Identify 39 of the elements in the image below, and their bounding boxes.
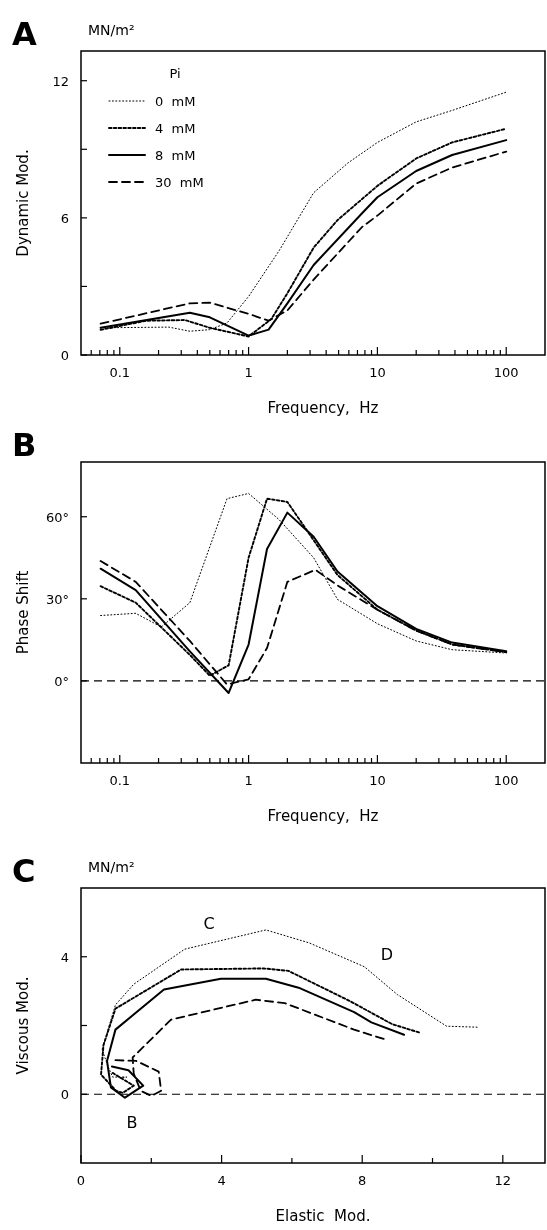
y-tick-label: 0 — [60, 1087, 69, 1103]
legend-label: 4 mM — [155, 121, 196, 136]
x-tick-label: 0 — [76, 1173, 86, 1188]
legend-label: 8 mM — [155, 148, 196, 163]
x-tick-label: 100 — [493, 773, 519, 788]
x-tick-label: 10 — [369, 365, 386, 380]
x-axis-title: Frequency, Hz — [267, 807, 379, 825]
y-tick-label: 0° — [54, 673, 69, 689]
x-tick-label: 1 — [244, 773, 253, 788]
chart-title: A — [12, 15, 37, 53]
annotation: D — [380, 945, 394, 964]
text: MN/m² — [88, 22, 135, 38]
x-tick-label: 1 — [244, 365, 253, 380]
y-tick-label: 60° — [45, 509, 69, 525]
y-axis-title: Phase Shift — [14, 570, 32, 655]
legend-label: 30 mM — [155, 175, 204, 190]
y-tick-label: 6 — [60, 210, 69, 226]
x-tick-label: 4 — [217, 1173, 226, 1188]
legend-label: 0 mM — [155, 94, 196, 109]
x-tick-label: 8 — [358, 1173, 367, 1188]
x-axis-title: Elastic Mod. — [275, 1207, 371, 1225]
y-tick-label: 30° — [45, 591, 69, 607]
x-tick-label: 10 — [369, 773, 386, 788]
chart-title: B — [12, 426, 37, 464]
text: MN/m² — [88, 859, 135, 875]
y-tick-label: 0 — [60, 348, 69, 363]
x-tick-label: 0.1 — [109, 773, 131, 788]
annotation: C — [203, 914, 215, 933]
y-axis-title: Viscous Mod. — [14, 976, 32, 1075]
x-tick-label: 12 — [494, 1173, 512, 1188]
y-tick-label: 4 — [60, 949, 69, 965]
x-axis-title: Frequency, Hz — [267, 399, 379, 417]
legend-title: Pi — [169, 66, 181, 81]
chart-title: C — [12, 852, 36, 890]
y-tick-label: 12 — [52, 73, 69, 89]
x-tick-label: 100 — [493, 365, 519, 380]
y-axis-title: Dynamic Mod. — [14, 149, 32, 257]
annotation: B — [126, 1113, 138, 1132]
x-tick-label: 0.1 — [109, 365, 131, 380]
